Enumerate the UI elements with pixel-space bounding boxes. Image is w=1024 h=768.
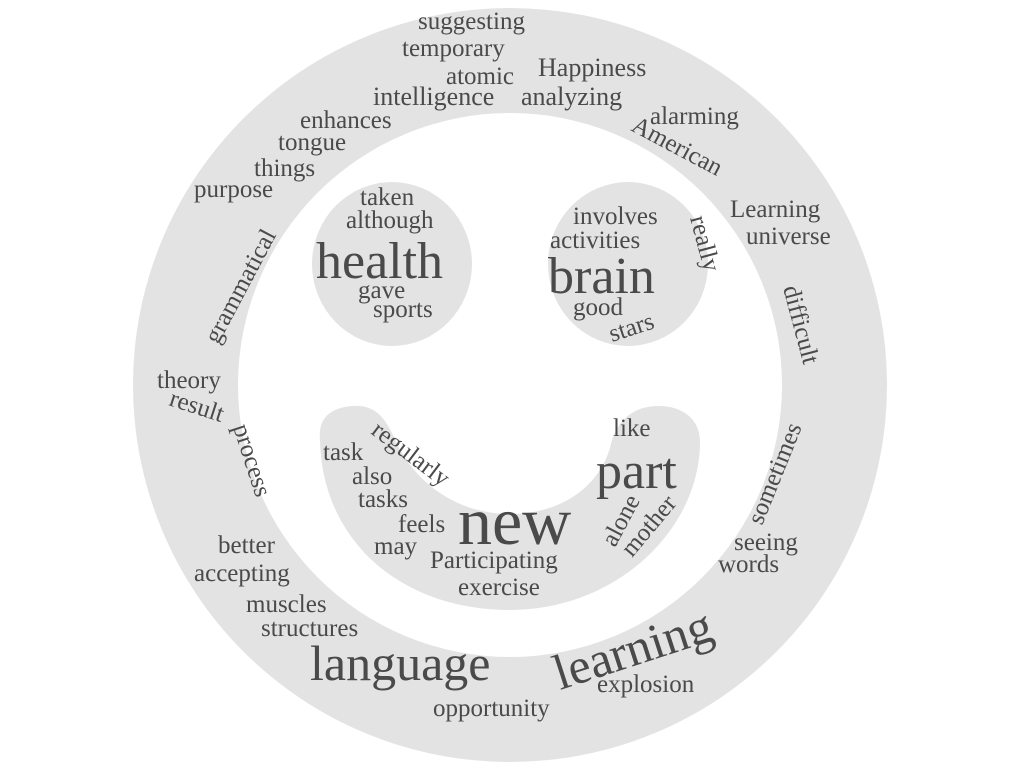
word: suggesting	[418, 8, 525, 35]
word: words	[718, 551, 779, 578]
word: task	[323, 439, 364, 466]
word: health	[316, 233, 443, 290]
word: Happiness	[538, 53, 646, 82]
word: good	[573, 294, 624, 321]
word: universe	[746, 223, 831, 250]
word: may	[374, 533, 418, 560]
word: brain	[548, 248, 655, 305]
word: structures	[261, 615, 358, 642]
word: theory	[157, 367, 221, 394]
word: opportunity	[433, 695, 550, 722]
word: accepting	[194, 560, 290, 587]
word: better	[218, 532, 276, 559]
left-eye	[312, 182, 472, 346]
word: part	[596, 443, 677, 500]
word: activities	[550, 227, 640, 254]
word: tongue	[278, 129, 346, 156]
word: enhances	[300, 107, 392, 134]
smile-mouth	[319, 405, 700, 610]
word: alarming	[650, 103, 739, 130]
word: new	[458, 483, 571, 559]
word: seeing	[734, 529, 798, 556]
word: Learning	[730, 196, 821, 223]
word: feels	[398, 511, 445, 538]
word: language	[310, 635, 490, 691]
word: taken	[360, 184, 415, 211]
word: also	[352, 463, 392, 490]
word: gave	[358, 277, 405, 304]
word: things	[254, 155, 315, 182]
word: although	[346, 207, 434, 234]
word: muscles	[246, 591, 327, 618]
word: intelligence	[373, 82, 494, 111]
word: analyzing	[521, 82, 622, 111]
word: tasks	[358, 486, 408, 513]
word: sports	[373, 296, 433, 323]
word: atomic	[446, 63, 514, 90]
word: explosion	[597, 671, 695, 698]
word: exercise	[458, 574, 540, 601]
word: Participating	[430, 547, 558, 574]
word: purpose	[194, 176, 273, 203]
word: temporary	[402, 35, 505, 62]
right-eye	[548, 182, 708, 346]
word: like	[613, 415, 651, 442]
word: involves	[573, 203, 658, 230]
